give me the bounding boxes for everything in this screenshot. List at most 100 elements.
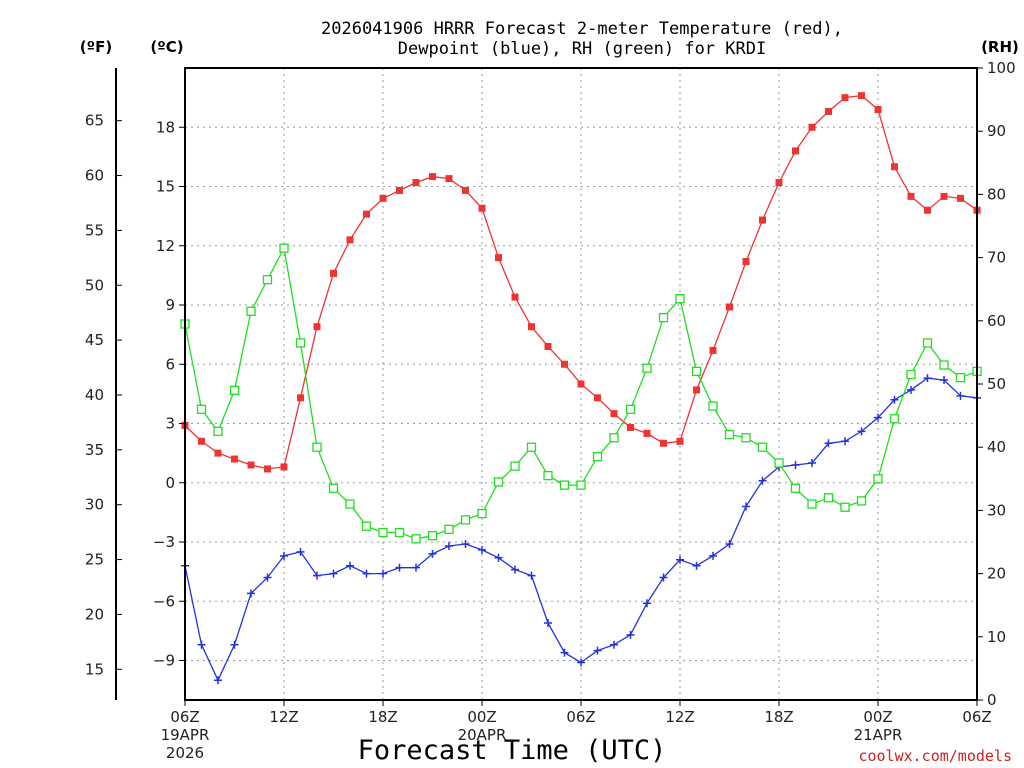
- dewpoint-point: [461, 539, 470, 548]
- rh-point: [774, 458, 784, 468]
- temperature-point: [577, 380, 585, 388]
- rh-point: [592, 452, 603, 462]
- temperature-point: [445, 175, 453, 183]
- temperature-point: [280, 463, 288, 471]
- dewpoint-point: [907, 385, 915, 394]
- dewpoint-point: [280, 551, 288, 560]
- temperature-point: [561, 360, 568, 368]
- fahrenheit-tick-label: 20: [85, 605, 104, 623]
- temperature-point: [957, 194, 964, 202]
- temperature-series: [181, 92, 981, 473]
- rh-point: [378, 527, 388, 538]
- dewpoint-point: [593, 646, 602, 655]
- dewpoint-point: [824, 439, 833, 448]
- rh-point: [361, 521, 372, 531]
- dewpoint-point: [379, 569, 387, 578]
- fahrenheit-tick-label: 35: [85, 441, 104, 459]
- dewpoint-point: [791, 460, 800, 469]
- x-tick-label: 12Z: [665, 708, 694, 726]
- rh-tick-label: 90: [987, 122, 1006, 140]
- rh-point: [675, 294, 685, 304]
- rh-point: [559, 480, 570, 490]
- dewpoint-point: [511, 565, 519, 574]
- temperature-point: [660, 439, 667, 447]
- x-tick-label: 06Z: [962, 708, 991, 726]
- rh-point: [823, 493, 834, 503]
- rh-tick-label: 0: [987, 691, 997, 709]
- temperature-point: [379, 194, 387, 202]
- temperature-point: [330, 269, 337, 277]
- dewpoint-point: [296, 547, 305, 556]
- temperature-point: [907, 192, 915, 200]
- x-tick-year: 2026: [166, 744, 204, 762]
- rh-point: [658, 312, 669, 323]
- chart-title-line2: Dewpoint (blue), RH (green) for KRDI: [398, 39, 766, 59]
- dewpoint-point: [841, 437, 849, 446]
- fahrenheit-tick-label: 50: [85, 276, 104, 294]
- series-layer: [180, 92, 982, 685]
- dewpoint-point: [329, 569, 338, 578]
- temperature-point: [841, 94, 849, 102]
- dewpoint-point: [197, 640, 206, 649]
- temperature-point: [742, 258, 750, 266]
- dewpoint-point: [940, 376, 948, 385]
- fahrenheit-tick-label: 30: [85, 496, 104, 514]
- x-tick-date: 19APR: [161, 726, 210, 744]
- dewpoint-point: [676, 555, 684, 564]
- temperature-point: [528, 323, 535, 331]
- fahrenheit-tick-label: 25: [85, 551, 104, 569]
- fahrenheit-tick-label: 45: [85, 331, 104, 349]
- dewpoint-point: [709, 551, 717, 560]
- dewpoint-point: [692, 561, 701, 570]
- chart-title-line1: 2026041906 HRRR Forecast 2-meter Tempera…: [321, 19, 843, 39]
- fahrenheit-tick-label: 60: [85, 167, 104, 185]
- rh-point: [526, 442, 537, 452]
- rh-point: [460, 515, 471, 525]
- celsius-tick-label: −9: [153, 652, 175, 670]
- x-tick-label: 12Z: [269, 708, 298, 726]
- temperature-point: [247, 461, 255, 469]
- fahrenheit-unit-label: (ºF): [80, 38, 112, 56]
- rh-tick-label: 20: [987, 565, 1006, 583]
- celsius-tick-label: 0: [165, 474, 175, 492]
- rh-point: [427, 531, 438, 541]
- dewpoint-point: [610, 640, 618, 649]
- dewpoint-point: [758, 476, 767, 485]
- rh-point: [642, 363, 652, 373]
- rh-point: [757, 442, 768, 452]
- dewpoint-series: [181, 374, 981, 685]
- dewpoint-point: [428, 549, 437, 558]
- rh-point: [856, 496, 867, 506]
- dewpoint-point: [478, 545, 486, 554]
- dewpoint-point: [626, 630, 635, 639]
- rh-point: [955, 373, 966, 383]
- rh-point: [312, 442, 322, 452]
- dewpoint-point: [923, 374, 932, 383]
- dewpoint-point: [544, 618, 552, 627]
- celsius-tick-label: 12: [156, 237, 175, 255]
- temperature-point: [643, 429, 651, 437]
- fahrenheit-tick-label: 40: [85, 386, 104, 404]
- celsius-tick-label: 6: [165, 355, 175, 373]
- temperature-point: [297, 394, 304, 402]
- rh-tick-label: 40: [987, 438, 1006, 456]
- dewpoint-point: [725, 539, 734, 548]
- rh-tick-label: 50: [987, 375, 1006, 393]
- temperature-point: [924, 206, 931, 214]
- temperature-point: [792, 147, 799, 155]
- rh-tick-label: 100: [987, 59, 1016, 77]
- fahrenheit-tick-label: 65: [85, 112, 104, 130]
- dewpoint-point: [808, 459, 816, 467]
- dewpoint-point: [346, 561, 354, 570]
- rh-point: [922, 338, 933, 348]
- fahrenheit-tick-label: 55: [85, 221, 104, 239]
- temperature-point: [462, 186, 469, 194]
- celsius-tick-label: 9: [165, 296, 175, 314]
- rh-point: [543, 470, 553, 481]
- temperature-point: [198, 437, 205, 445]
- rh-point: [741, 433, 751, 443]
- rh-point: [625, 404, 636, 414]
- dewpoint-point: [956, 391, 965, 400]
- rh-point: [279, 243, 289, 253]
